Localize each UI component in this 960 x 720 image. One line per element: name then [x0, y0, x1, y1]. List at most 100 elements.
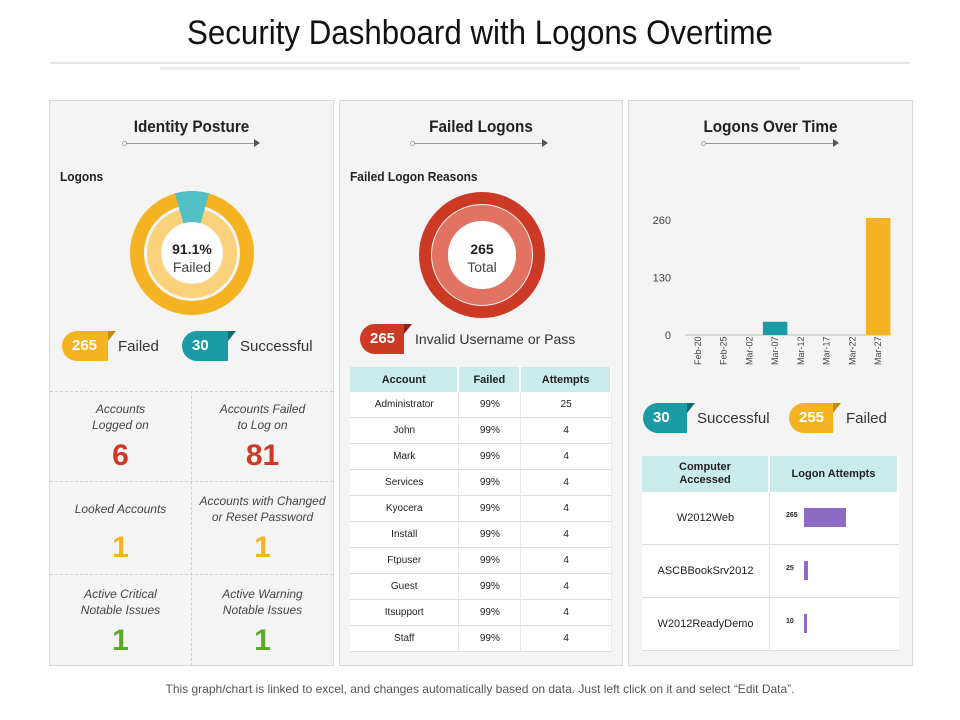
table-row: Services 99% 4 [350, 470, 612, 496]
table-cell: 4 [521, 522, 612, 548]
failed-donut-value: 265 [470, 241, 494, 257]
logons-over-time-panel: Logons Over Time 0 130 260 Feb-20 Feb-25 Mar-… [628, 100, 913, 666]
computer-name: ASCBBookSrv2012 [642, 545, 770, 598]
logons-over-time-chart: 0 130 260 Feb-20 Feb-25 Mar-02 Mar-07 Mar-12 Mar… [653, 215, 891, 365]
reason-label: Invalid Username or Pass [415, 331, 576, 347]
kpi-accounts-failed: Accounts Failed to Log on 81 [192, 391, 333, 483]
table-cell: Staff [350, 626, 460, 652]
success-count: 30 [192, 337, 209, 354]
table-row: Install 99% 4 [350, 522, 612, 548]
y-tick-label: 130 [653, 273, 671, 285]
failed-donut-inner-ring [432, 205, 532, 305]
failed-count: 265 [72, 337, 98, 354]
failed-donut-sub: Total [467, 259, 497, 275]
table-row: W2012ReadyDemo 10 [642, 598, 899, 651]
kpi-accounts-logged-on: Accounts Logged on 6 [50, 391, 191, 483]
title-divider [50, 62, 910, 64]
column-header: Attempts [521, 367, 612, 392]
table-cell: 99% [459, 418, 522, 444]
computer-accessed-body: W2012Web 265 ASCBBookSrv2012 25 W2012ReadyDe… [642, 492, 899, 651]
reason-count-badge: 265 [360, 324, 412, 354]
kpi-value: 6 [112, 439, 129, 472]
kpi-changed-password: Accounts with Changed or Reset Password … [192, 483, 333, 575]
failed-logons-heading: Failed Logons [429, 117, 533, 136]
table-cell: Guest [350, 574, 460, 600]
table-header-row: Computer Accessed Logon Attempts [642, 456, 899, 492]
x-tick-label: Feb-25 [719, 336, 729, 365]
identity-posture-panel: Identity Posture Logons 91.1% Failed 265… [49, 100, 334, 666]
computer-name: W2012Web [642, 492, 770, 545]
kpi-critical-issues: Active Critical Notable Issues 1 [50, 576, 191, 668]
identity-posture-heading: Identity Posture [133, 117, 250, 136]
attempts-bar [804, 561, 808, 580]
kpi-grid: Accounts Logged on 6 Accounts Failed to … [50, 391, 333, 666]
kpi-value: 1 [254, 624, 271, 657]
table-cell: Mark [350, 444, 460, 470]
logons-donut-center: 91.1% Failed [130, 240, 254, 276]
over-time-failed-label: Failed [846, 410, 887, 427]
table-row: Mark 99% 4 [350, 444, 612, 470]
table-cell: Services [350, 470, 460, 496]
table-row: John 99% 4 [350, 418, 612, 444]
table-row: Itsupport 99% 4 [350, 600, 612, 626]
table-header-row: Account Failed Attempts [350, 367, 612, 392]
column-header: Failed [459, 367, 522, 392]
arrow-icon [122, 139, 260, 147]
table-cell: 4 [521, 600, 612, 626]
attempts-bar [804, 508, 846, 527]
table-cell: Itsupport [350, 600, 460, 626]
attempts-label: 10 [786, 618, 794, 625]
table-cell: 99% [459, 548, 522, 574]
failed-donut-hole [448, 221, 516, 289]
over-time-success-badge: 30 [643, 403, 695, 433]
attempts-label: 265 [786, 512, 798, 519]
x-tick-label: Mar-17 [822, 336, 832, 365]
failed-count-badge: 265 [62, 331, 116, 361]
kpi-looked-accounts: Looked Accounts 1 [50, 491, 191, 583]
kpi-label: Accounts Failed to Log on [219, 402, 306, 432]
x-tick-label: Feb-20 [693, 336, 703, 365]
table-cell: Administrator [350, 392, 460, 418]
table-cell: 99% [459, 392, 522, 418]
kpi-label: Accounts with Changed or Reset Password [199, 494, 326, 524]
logons-donut-hole [162, 223, 222, 283]
table-row: Staff 99% 4 [350, 626, 612, 652]
kpi-value: 1 [254, 531, 271, 564]
page-title: Security Dashboard with Logons Overtime [187, 14, 773, 52]
logons-donut-success-slice [174, 191, 210, 224]
attempts-bar [804, 614, 807, 633]
table-cell: 4 [521, 470, 612, 496]
computer-accessed-table: Computer Accessed Logon Attempts W2012We… [642, 456, 899, 651]
kpi-value: 81 [245, 439, 280, 472]
table-row: Administrator 99% 25 [350, 392, 612, 418]
bar-mar-07 [762, 321, 788, 335]
x-tick-label: Mar-22 [847, 336, 857, 365]
failed-logons-panel: Failed Logons Failed Logon Reasons 265 T… [339, 100, 623, 666]
table-cell: 99% [459, 496, 522, 522]
title-shadow [160, 67, 800, 70]
table-row: Kyocera 99% 4 [350, 496, 612, 522]
x-tick-label: Mar-27 [873, 336, 883, 365]
x-tick-label: Mar-12 [796, 336, 806, 365]
table-row: Guest 99% 4 [350, 574, 612, 600]
attempts-cell: 25 [770, 545, 899, 598]
column-header: Account [350, 367, 460, 392]
failed-donut-outer-ring [419, 192, 545, 318]
table-row: ASCBBookSrv2012 25 [642, 545, 899, 598]
failed-donut-center: 265 Total [419, 240, 545, 276]
kpi-label: Active Warning Notable Issues [222, 587, 303, 617]
over-time-success-label: Successful [697, 410, 770, 427]
failed-label: Failed [118, 338, 159, 355]
y-tick-label: 260 [653, 215, 671, 227]
table-cell: 4 [521, 574, 612, 600]
success-count-badge: 30 [182, 331, 236, 361]
success-label: Successful [240, 338, 313, 355]
attempts-cell: 265 [770, 492, 899, 545]
failed-accounts-body: Administrator 99% 25 John 99% 4 Mark 99% 4 Servic… [350, 392, 612, 652]
over-time-failed-badge: 255 [789, 403, 841, 433]
failed-donut [419, 192, 545, 318]
y-tick-label: 0 [665, 330, 671, 342]
table-cell: 4 [521, 548, 612, 574]
table-row: W2012Web 265 [642, 492, 899, 545]
kpi-label: Accounts Logged on [92, 402, 149, 432]
